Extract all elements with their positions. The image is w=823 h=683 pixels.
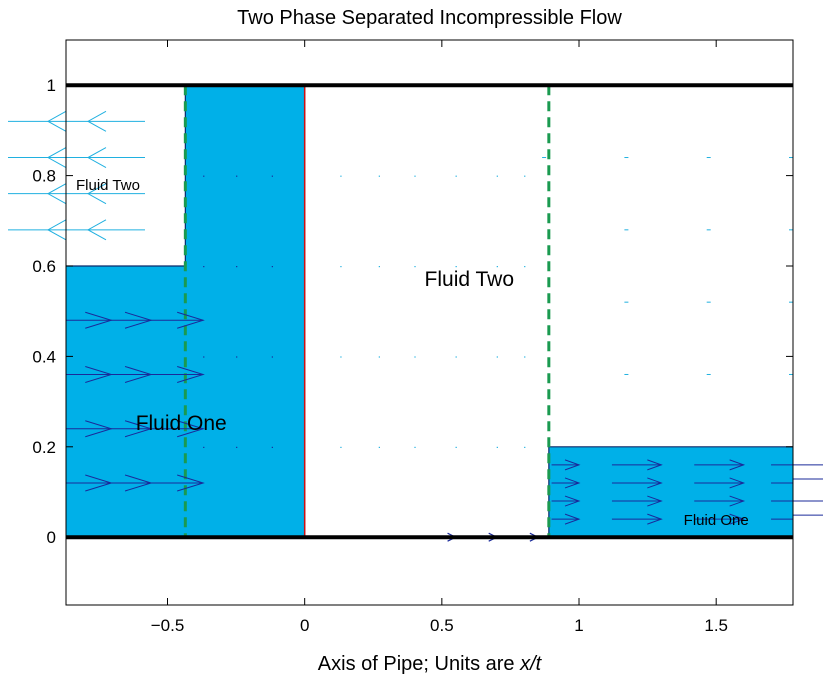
y-tick-label: 1 (47, 76, 56, 95)
x-tick-label: 0 (300, 616, 309, 635)
fluid-one-left-arrow-0-head-1 (177, 311, 205, 329)
velocity-dot-0-0 (203, 175, 205, 177)
y-tick-label: 0.6 (32, 257, 56, 276)
velocity-dot-0-3 (340, 175, 342, 177)
velocity-dot-3-5 (414, 446, 416, 448)
fluid-one-left-arrow-1-head-1 (177, 366, 205, 383)
fluid-two-left-arrow-head-2-1 (86, 183, 107, 205)
fluid-one-right-arrow-head-3-0 (564, 513, 581, 525)
fluid-one-left-arrow-2-head-1 (177, 420, 205, 438)
fluid-one-right-arrow-head-2-1 (647, 495, 663, 507)
fluid-one-left-arrow-2 (66, 420, 205, 438)
fluid-one-left-arrow-3 (66, 474, 205, 492)
fluid-one-right-arrow-head-3-2 (729, 513, 746, 525)
chart-title: Two Phase Separated Incompressible Flow (237, 7, 622, 29)
velocity-dot-0-4 (378, 175, 380, 177)
velocity-dot-3-7 (496, 446, 498, 448)
velocity-dot-3-3 (340, 446, 342, 448)
velocity-dot-2-3 (340, 356, 342, 358)
velocity-dot-3-4 (378, 446, 380, 448)
x-tick-label: 0.5 (430, 616, 454, 635)
flow-marks (66, 85, 793, 542)
velocity-dot-1-5 (414, 266, 416, 268)
velocity-dot-1-3 (340, 266, 342, 268)
fluid-one-left-arrow-3-head-1 (177, 474, 205, 492)
chart-text: Two Phase Separated Incompressible Flow … (76, 7, 749, 675)
fluid-one-left-arrow-3-head-mid (124, 474, 153, 492)
fluid-one-right-arrow-head-3-1 (647, 513, 663, 525)
y-tick-label: 0.8 (32, 167, 56, 186)
fluid-one-left-arrow-0-head-0 (85, 311, 113, 329)
velocity-dot-1-1 (236, 266, 238, 268)
fluid-two-left-arrow-head-3-0 (46, 219, 67, 241)
velocity-dot-0-2 (271, 175, 273, 177)
fluid-two-left-arrow-head-0-1 (86, 110, 107, 132)
velocity-dot-3-6 (455, 446, 457, 448)
fluid-regions (66, 84, 793, 538)
fluid-two-left-arrow-head-2-0 (46, 183, 67, 205)
velocity-dot-2-2 (271, 356, 273, 358)
velocity-dot-1-6 (455, 266, 457, 268)
y-tick-label: 0 (47, 528, 56, 547)
fluid-two-left-arrow-head-1-0 (46, 147, 67, 168)
velocity-dot-3-0 (203, 446, 205, 448)
x-axis-label: Axis of Pipe; Units are x/t (318, 653, 543, 675)
velocity-dot-3-2 (271, 446, 273, 448)
fluid-one-left-label: Fluid One (136, 412, 227, 435)
velocity-dot-1-8 (524, 266, 526, 268)
fluid-two-middle-label: Fluid Two (425, 268, 515, 291)
fluid-one-left-arrow-2-head-mid (124, 420, 153, 438)
velocity-dot-2-4 (378, 356, 380, 358)
x-axis-label-italic: x/t (519, 653, 543, 675)
velocity-dot-0-5 (414, 175, 416, 177)
fluid-two-left-label: Fluid Two (76, 177, 140, 194)
fluid-one-right-label: Fluid One (684, 512, 749, 529)
axes-frame (65, 39, 794, 606)
fluid-one-left-arrow-2-head-0 (85, 420, 113, 438)
fluid-one-right-arrow-head-0-0 (564, 459, 581, 471)
fluid-two-left-arrow-head-3-1 (86, 219, 107, 241)
x-axis-label-text: Axis of Pipe; Units are (318, 653, 520, 675)
fluid-one-right-arrow-head-0-2 (729, 459, 746, 471)
y-tick-label: 0.4 (32, 347, 56, 366)
velocity-dot-2-7 (496, 356, 498, 358)
fluid-one-left-arrow-0-head-mid (124, 311, 153, 329)
fluid-one-right-arrow-head-0-1 (647, 459, 663, 471)
velocity-dot-1-2 (271, 266, 273, 268)
fluid-one-right-arrow-head-1-0 (564, 477, 581, 489)
velocity-dot-0-7 (496, 175, 498, 177)
velocity-dot-1-7 (496, 266, 498, 268)
velocity-dot-2-0 (203, 356, 205, 358)
velocity-dot-3-1 (236, 446, 238, 448)
velocity-dot-0-8 (524, 175, 526, 177)
y-tick-label: 0.2 (32, 438, 56, 457)
x-tick-label: 1.5 (704, 616, 728, 635)
velocity-dot-0-6 (455, 175, 457, 177)
velocity-dot-3-8 (524, 446, 526, 448)
fluid-one-right-arrow-head-2-2 (729, 495, 746, 507)
velocity-dot-1-4 (378, 266, 380, 268)
axes: −0.5 0 0.5 1 1.5 0 0.2 0.4 0.6 0.8 1 (8, 39, 823, 635)
velocity-dot-1-0 (203, 266, 205, 268)
x-tick-label: 1 (574, 616, 583, 635)
fluid-two-left-arrow-head-0-0 (46, 110, 67, 132)
velocity-dot-2-8 (524, 356, 526, 358)
velocity-dot-2-6 (455, 356, 457, 358)
fluid-one-left-arrow-0 (66, 311, 205, 329)
fluid-one-left-arrow-3-head-0 (85, 474, 113, 492)
fluid-one-left-arrow-1-head-0 (85, 366, 113, 383)
velocity-dot-2-5 (414, 356, 416, 358)
velocity-dot-0-1 (236, 175, 238, 177)
fluid-one-right-arrow-head-1-1 (647, 477, 663, 489)
fluid-one-region (66, 85, 793, 538)
fluid-one-left-arrow-1 (66, 366, 205, 383)
velocity-dot-2-1 (236, 356, 238, 358)
fluid-one-left-arrow-1-head-mid (124, 366, 153, 383)
fluid-two-left-arrow-head-1-1 (86, 147, 107, 168)
x-tick-label: −0.5 (151, 616, 185, 635)
fluid-one-right-arrow-head-2-0 (564, 495, 581, 507)
fluid-one-right-arrow-head-1-2 (729, 477, 746, 489)
